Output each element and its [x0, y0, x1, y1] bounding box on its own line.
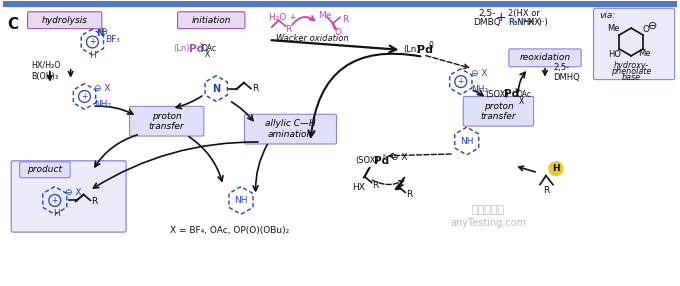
Text: ⊖ X: ⊖ X — [95, 84, 111, 93]
Text: R₃N⁺: R₃N⁺ — [509, 18, 528, 27]
Text: (Ln): (Ln) — [403, 45, 420, 54]
Text: DMBQ: DMBQ — [473, 18, 500, 27]
Text: Pd: Pd — [418, 45, 433, 55]
Text: 0: 0 — [428, 41, 433, 50]
Text: OAc: OAc — [516, 90, 531, 99]
Text: initiation: initiation — [192, 16, 231, 25]
Circle shape — [549, 162, 563, 176]
Text: (SOX): (SOX) — [355, 156, 379, 165]
Text: Me: Me — [607, 24, 620, 33]
Text: proton
transfer: proton transfer — [149, 112, 184, 131]
Text: R: R — [372, 181, 378, 190]
Text: H: H — [89, 51, 96, 60]
Text: HO: HO — [609, 50, 622, 59]
Text: Pd: Pd — [374, 156, 389, 166]
Text: R₃N⁺HX⁻): R₃N⁺HX⁻) — [509, 18, 548, 27]
Text: R: R — [252, 84, 258, 93]
Text: +: + — [458, 77, 464, 86]
Text: Wacker oxidation: Wacker oxidation — [275, 33, 348, 43]
Text: proton
transfer: proton transfer — [481, 102, 516, 121]
FancyBboxPatch shape — [12, 161, 126, 232]
FancyBboxPatch shape — [509, 49, 581, 67]
Text: O: O — [334, 27, 341, 37]
Text: HX: HX — [352, 183, 364, 192]
Text: +: + — [496, 11, 507, 24]
Text: hydroxy-: hydroxy- — [613, 61, 649, 70]
Text: NH₂: NH₂ — [471, 85, 488, 94]
Text: +: + — [52, 196, 58, 205]
Text: 2,5-
DMHQ: 2,5- DMHQ — [553, 63, 579, 82]
Text: R: R — [286, 25, 292, 34]
FancyBboxPatch shape — [594, 8, 675, 80]
Text: reoxidation: reoxidation — [520, 53, 571, 62]
Text: H: H — [552, 164, 560, 173]
Text: X: X — [204, 50, 209, 59]
Text: N: N — [212, 84, 220, 94]
Text: product: product — [27, 165, 63, 174]
Text: allylic C—H
amination: allylic C—H amination — [265, 120, 316, 139]
Text: NH: NH — [460, 136, 473, 146]
Text: ⊖ X: ⊖ X — [390, 153, 407, 162]
Text: Me: Me — [318, 11, 332, 20]
Bar — [3, 1, 677, 6]
Text: base: base — [622, 73, 641, 82]
Text: +: + — [82, 92, 88, 101]
Text: 嘉峡检测网: 嘉峡检测网 — [472, 205, 505, 215]
Text: B(OH)₃: B(OH)₃ — [31, 72, 58, 81]
Text: +: + — [89, 37, 96, 47]
Text: Pd: Pd — [505, 90, 520, 100]
Text: ⊖ X: ⊖ X — [65, 188, 81, 197]
Text: NH: NH — [234, 196, 248, 205]
Text: X = BF₄, OAc, OP(O)(OBu)₂: X = BF₄, OAc, OP(O)(OBu)₂ — [170, 226, 289, 235]
FancyBboxPatch shape — [463, 96, 534, 126]
Text: anyTesting.com: anyTesting.com — [450, 218, 526, 228]
Text: C: C — [7, 17, 18, 32]
FancyBboxPatch shape — [177, 12, 245, 29]
Text: R: R — [91, 197, 98, 206]
Text: (SOX): (SOX) — [486, 90, 509, 99]
Text: O: O — [642, 25, 649, 34]
Text: Me: Me — [638, 49, 651, 58]
Text: R: R — [342, 15, 348, 24]
Text: HX/H₂O: HX/H₂O — [31, 60, 61, 69]
Text: BF₃: BF₃ — [105, 35, 120, 43]
Text: X: X — [520, 97, 524, 106]
Text: (Ln): (Ln) — [173, 44, 190, 53]
Text: hydrolysis: hydrolysis — [41, 16, 88, 25]
FancyBboxPatch shape — [130, 106, 204, 136]
Text: ⊖: ⊖ — [648, 21, 658, 31]
FancyBboxPatch shape — [28, 12, 102, 29]
Text: R: R — [407, 190, 413, 199]
Text: II: II — [199, 42, 203, 48]
Text: NH₂: NH₂ — [95, 100, 112, 109]
Text: H₂O +: H₂O + — [269, 13, 296, 22]
Text: ⊖ X: ⊖ X — [471, 69, 487, 78]
Text: II: II — [383, 154, 387, 160]
Text: H: H — [54, 209, 60, 218]
FancyBboxPatch shape — [244, 114, 337, 144]
Text: 2,5-: 2,5- — [478, 9, 495, 18]
Text: N: N — [97, 29, 104, 38]
Text: Pd: Pd — [190, 44, 205, 54]
Text: OAc: OAc — [201, 44, 216, 53]
FancyBboxPatch shape — [20, 162, 70, 178]
Text: via:: via: — [600, 11, 616, 20]
Text: II: II — [514, 88, 518, 94]
Text: 2(HX or: 2(HX or — [509, 9, 543, 18]
Text: phenolate: phenolate — [611, 67, 651, 76]
Text: HX⁻): HX⁻) — [522, 18, 542, 27]
Text: R: R — [543, 186, 549, 195]
Text: ⊖: ⊖ — [99, 27, 108, 37]
